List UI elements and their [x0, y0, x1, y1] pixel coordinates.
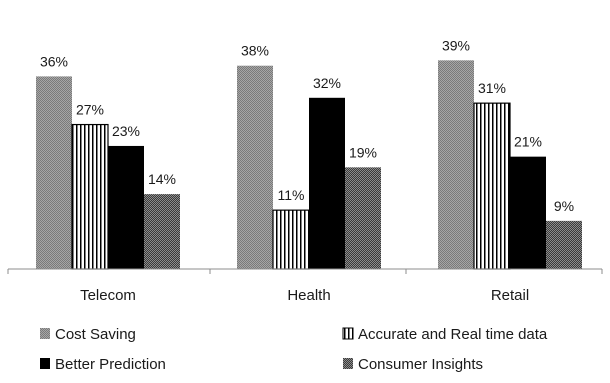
data-label-health-better-prediction: 32% [313, 75, 341, 91]
bar-health-cost-saving [237, 65, 273, 269]
data-label-health-cost-saving: 38% [241, 43, 269, 59]
legend-label-consumer-insights: Consumer Insights [358, 356, 483, 373]
legend-swatch-consumer-insights [343, 358, 353, 369]
bars-layer [36, 60, 582, 270]
bar-health-accurate-and-real-time-data [272, 209, 310, 270]
data-label-retail-cost-saving: 39% [442, 37, 470, 53]
x-axis [7, 268, 603, 274]
data-label-retail-better-prediction: 21% [514, 134, 542, 150]
data-label-retail-consumer-insights: 9% [554, 198, 574, 214]
legend-label-better-prediction: Better Prediction [55, 356, 166, 373]
bar-retail-consumer-insights [546, 220, 582, 269]
data-label-retail-accurate-and-real-time-data: 31% [478, 80, 506, 96]
bar-retail-accurate-and-real-time-data [473, 102, 511, 270]
category-label-telecom: Telecom [80, 287, 136, 304]
bar-telecom-consumer-insights [144, 194, 180, 269]
bar-health-better-prediction [309, 97, 345, 269]
data-label-health-accurate-and-real-time-data: 11% [278, 187, 305, 203]
legend-label-cost-saving: Cost Saving [55, 326, 136, 343]
bar-health-consumer-insights [345, 167, 381, 269]
data-label-telecom-better-prediction: 23% [112, 123, 140, 139]
bar-retail-better-prediction [510, 156, 546, 269]
legend: Cost Saving Accurate and Real time data Be… [40, 326, 548, 373]
bar-telecom-accurate-and-real-time-data [71, 123, 109, 270]
legend-swatch-cost-saving [40, 328, 50, 339]
legend-swatch-better-prediction [40, 358, 50, 369]
legend-label-accurate-and-real-time-data: Accurate and Real time data [358, 326, 548, 343]
data-label-health-consumer-insights: 19% [349, 144, 377, 160]
legend-swatch-accurate-and-real-time-data [342, 327, 354, 340]
category-label-retail: Retail [491, 287, 529, 304]
category-labels: Telecom Health Retail [80, 287, 529, 304]
data-label-telecom-accurate-and-real-time-data: 27% [76, 102, 104, 118]
data-label-telecom-cost-saving: 36% [40, 53, 68, 69]
category-label-health: Health [287, 287, 330, 304]
bar-telecom-better-prediction [108, 145, 144, 269]
data-labels-layer: 36% 27% 23% 14% 38% 11% 32% 19% 39% 31% 21% 9% [40, 37, 574, 214]
data-label-telecom-consumer-insights: 14% [148, 171, 176, 187]
bar-telecom-cost-saving [36, 76, 72, 270]
bar-retail-cost-saving [438, 60, 474, 269]
